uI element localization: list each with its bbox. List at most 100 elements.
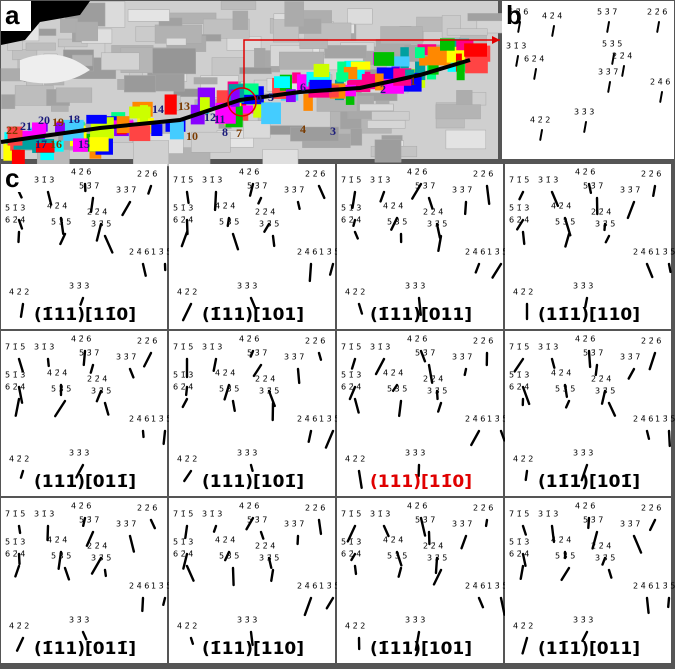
subpanel: [505, 164, 671, 329]
spot-label: 3 3̄ 5: [91, 554, 111, 563]
grain-number: 21: [20, 119, 32, 133]
diffraction-streak: [397, 566, 403, 578]
colored-grain: [89, 137, 109, 152]
diffraction-streak: [141, 429, 145, 439]
spot-label: 4 2̄ 4: [215, 536, 235, 545]
diffraction-streak: [427, 196, 434, 210]
subpanel: [1, 164, 167, 329]
diffraction-streak: [245, 516, 255, 531]
spot-label: 2 2̄ 4: [87, 208, 107, 217]
diffraction-streak: [184, 385, 189, 397]
grain: [243, 120, 271, 139]
spot-label: 4 2̄ 2: [513, 455, 533, 464]
diffraction-streak: [539, 129, 543, 141]
spot-label: 2 2̄ 6: [305, 337, 325, 346]
spot-label: 7 1̄ 5: [5, 343, 25, 352]
slip-system: (1̄11)[110]: [202, 639, 304, 659]
grain: [166, 37, 187, 46]
colored-grain: [274, 76, 290, 89]
colored-grain: [417, 44, 437, 56]
grain-boundary-band: [0, 58, 471, 144]
spot-label: 4 2̄ 4: [383, 369, 403, 378]
diffraction-streak: [645, 429, 651, 440]
spot-label: 4 2̄ 2: [513, 288, 533, 297]
diffraction-streak: [411, 182, 423, 200]
colored-grain: [465, 55, 488, 74]
diffraction-streak: [587, 349, 592, 369]
colored-grain: [337, 61, 347, 82]
grain-number: 15: [78, 137, 90, 151]
spot-label: 7 1̄ 5: [173, 343, 193, 352]
diffraction-streak: [82, 349, 87, 367]
diffraction-streak: [271, 234, 276, 248]
spot-label: 3 1̄ 3: [538, 510, 558, 519]
spot-label: 5 3̄ 5: [387, 552, 407, 561]
spot-label: 2 4̄ 6: [129, 248, 149, 257]
spot-label: 2 4̄ 6: [650, 78, 670, 87]
spot-label: 3 3̄ 5: [427, 220, 447, 229]
diffraction-streak: [379, 190, 386, 203]
spot-label: 2 2̄ 6: [305, 170, 325, 179]
colored-grain: [456, 60, 465, 81]
spot-label: 1 3̄ 5: [151, 248, 171, 257]
spot-label: 4 2̄ 2: [513, 622, 533, 631]
colored-grain: [405, 69, 415, 78]
spot-label: 2 2̄ 6: [473, 504, 493, 513]
diffraction-streak: [645, 262, 654, 279]
spot-label: 4 2̄ 6: [71, 335, 91, 344]
spot-label: 2 4̄ 6: [129, 582, 149, 591]
spot-label: 3 3̄ 5: [259, 554, 279, 563]
spot-label: 6 2̄ 4: [173, 216, 193, 225]
grain: [279, 51, 325, 70]
diffraction-streak: [141, 596, 145, 613]
grain: [124, 75, 156, 93]
spot-label: 5 3̄ 7: [79, 182, 99, 191]
spot-label: 3 3̄ 3: [237, 449, 257, 458]
grain: [435, 104, 481, 120]
spot-label: 3 3̄ 7: [116, 353, 136, 362]
grain-number: 5: [268, 90, 274, 104]
spot-label: 7 1̄ 5: [509, 343, 529, 352]
spot-label: 3 3̄ 3: [69, 616, 89, 625]
diffraction-streak: [121, 200, 132, 217]
spot-label: 1 3̄ 5: [151, 582, 171, 591]
grain-number: 6: [300, 80, 306, 94]
spot-label: 7 1̄ 5: [341, 343, 361, 352]
diffraction-streak: [517, 21, 521, 33]
diffraction-streak: [249, 296, 257, 311]
arrow: [243, 39, 500, 88]
panel-b: [502, 1, 674, 159]
grain: [284, 1, 305, 27]
diffraction-streak: [142, 351, 153, 368]
diffraction-streak: [19, 302, 25, 319]
diffraction-streak: [257, 196, 263, 205]
diffraction-streak: [17, 385, 24, 404]
colored-grain: [386, 56, 410, 67]
spot-label: 3 3̄ 7: [620, 186, 640, 195]
spot-label: 4 2̄ 6: [239, 335, 259, 344]
diffraction-streak: [17, 552, 21, 566]
spot-label: 3 3̄ 3: [237, 616, 257, 625]
diffraction-streak: [95, 222, 103, 242]
diffraction-streak: [417, 296, 422, 317]
spot-label: 3 1̄ 3: [370, 176, 390, 185]
spot-label: 1 3̄ 5: [151, 415, 171, 424]
diffraction-streak: [648, 351, 657, 371]
spot-label: 1 3̄ 5: [487, 415, 507, 424]
spot-label: 5 1̄ 3: [5, 204, 25, 213]
diffraction-streak: [587, 516, 591, 530]
highlight-circle: [227, 87, 257, 117]
diffraction-streak: [162, 429, 167, 446]
colored-grain: [11, 149, 25, 169]
spot-label: 4 2̄ 4: [47, 369, 67, 378]
grain: [100, 52, 140, 71]
diffraction-streak: [79, 296, 85, 306]
grain-number: 16: [50, 137, 62, 151]
diffraction-streak: [212, 357, 218, 372]
spot-label: 3 3̄ 7: [452, 520, 472, 529]
spot-label: 7 1̄ 5: [341, 176, 361, 185]
spot-label: 5 3̄ 5: [219, 218, 239, 227]
spot-label: 4 2̄ 6: [575, 335, 595, 344]
diffraction-streak: [645, 596, 650, 615]
